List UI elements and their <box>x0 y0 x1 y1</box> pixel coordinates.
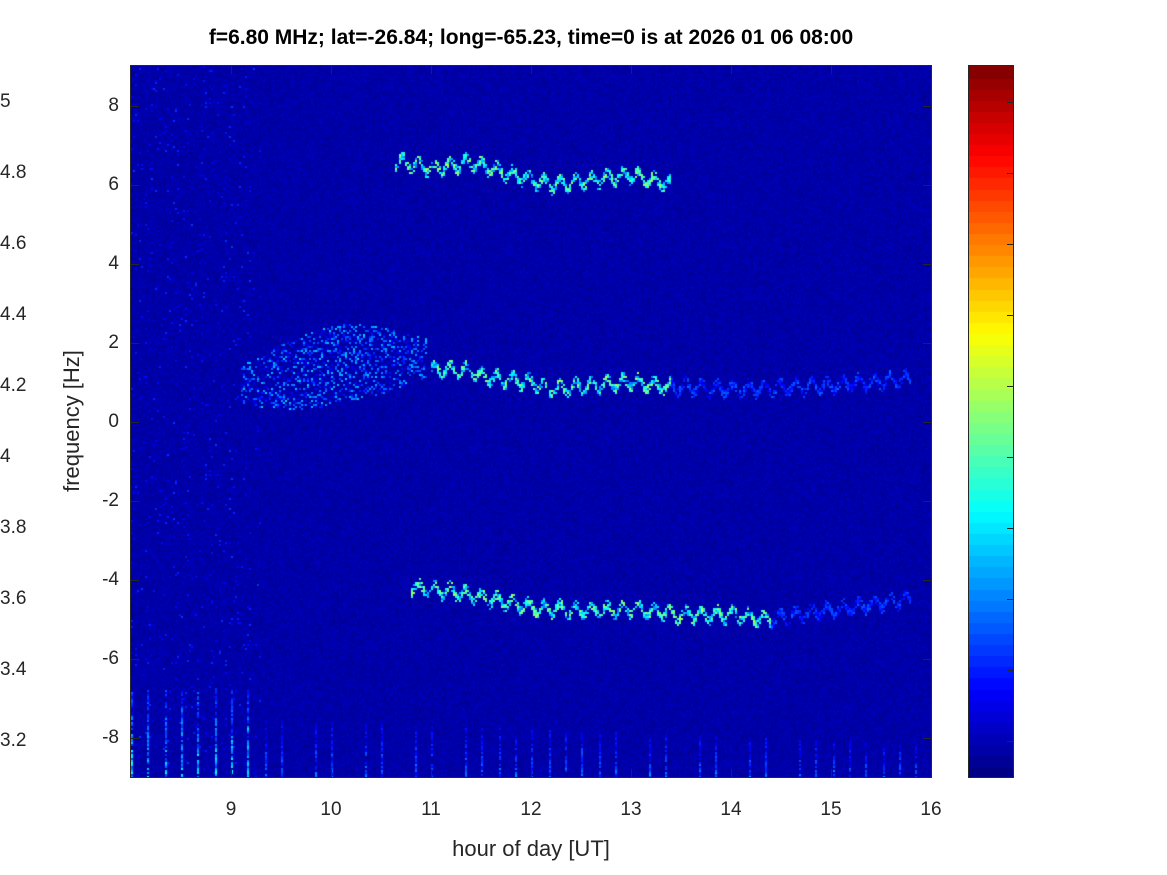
colorbar-tick-label: 4 <box>0 446 11 468</box>
x-tick-label: 13 <box>620 799 642 820</box>
tick-mark <box>923 184 931 186</box>
tick-mark <box>923 579 931 581</box>
colorbar-tick-label: 5 <box>0 90 11 112</box>
tick-mark <box>931 769 932 777</box>
y-tick-label: 8 <box>108 94 119 116</box>
y-tick-label: -8 <box>102 726 119 748</box>
tick-mark <box>1007 457 1013 459</box>
tick-mark <box>131 342 139 344</box>
tick-mark <box>931 66 932 74</box>
colorbar-tick-label: 4.6 <box>0 232 27 254</box>
tick-mark <box>923 421 931 423</box>
tick-mark <box>1007 314 1013 316</box>
colorbar-tick-label: 4.2 <box>0 374 27 396</box>
tick-mark <box>831 769 832 777</box>
tick-mark <box>1007 172 1013 174</box>
tick-mark <box>923 105 931 107</box>
tick-mark <box>131 105 139 107</box>
x-tick-label: 10 <box>320 799 342 820</box>
x-tick-label: 9 <box>225 799 237 820</box>
tick-mark <box>131 658 139 660</box>
colorbar-tick-label: 4.8 <box>0 161 27 183</box>
tick-mark <box>231 66 232 74</box>
tick-mark <box>131 500 139 502</box>
tick-mark <box>1007 599 1013 601</box>
tick-mark <box>831 66 832 74</box>
tick-mark <box>1007 101 1013 103</box>
tick-mark <box>431 66 432 74</box>
tick-mark <box>923 500 931 502</box>
tick-mark <box>331 769 332 777</box>
colorbar-tick-label: 4.4 <box>0 303 27 325</box>
x-tick-label: 15 <box>820 799 842 820</box>
tick-mark <box>923 342 931 344</box>
chart-title: f=6.80 MHz; lat=-26.84; long=-65.23, tim… <box>208 26 854 49</box>
tick-mark <box>631 66 632 74</box>
tick-mark <box>331 66 332 74</box>
tick-mark <box>131 263 139 265</box>
tick-mark <box>923 263 931 265</box>
tick-mark <box>231 769 232 777</box>
tick-mark <box>731 769 732 777</box>
y-tick-label: 0 <box>108 410 119 432</box>
colorbar-tick-label: 3.4 <box>0 659 27 681</box>
tick-mark <box>531 66 532 74</box>
x-tick-label: 12 <box>520 799 542 820</box>
colorbar-tick-label: 3.6 <box>0 588 27 610</box>
y-tick-label: 2 <box>108 331 119 353</box>
tick-mark <box>131 184 139 186</box>
tick-mark <box>923 658 931 660</box>
y-tick-label: 4 <box>108 252 119 274</box>
tick-mark <box>431 769 432 777</box>
x-tick-label: 11 <box>421 799 441 820</box>
tick-mark <box>923 737 931 739</box>
colorbar-tick-label: 3.8 <box>0 517 27 539</box>
y-tick-label: -6 <box>102 647 119 669</box>
tick-mark <box>631 769 632 777</box>
tick-mark <box>731 66 732 74</box>
tick-mark <box>1007 670 1013 672</box>
x-tick-label: 16 <box>920 799 942 820</box>
tick-mark <box>1007 243 1013 245</box>
tick-mark <box>1007 741 1013 743</box>
spectrogram-heatmap <box>130 65 932 778</box>
tick-mark <box>131 579 139 581</box>
y-tick-label: -4 <box>102 568 119 590</box>
colorbar <box>968 65 1014 778</box>
tick-mark <box>1007 385 1013 387</box>
colorbar-tick-label: 3.2 <box>0 730 27 752</box>
tick-mark <box>1007 528 1013 530</box>
tick-mark <box>531 769 532 777</box>
tick-mark <box>131 737 139 739</box>
x-axis-label: hour of day [UT] <box>452 836 610 861</box>
x-tick-label: 14 <box>720 799 742 820</box>
y-tick-label: 6 <box>108 173 119 195</box>
y-tick-label: -2 <box>102 489 119 511</box>
tick-mark <box>131 421 139 423</box>
